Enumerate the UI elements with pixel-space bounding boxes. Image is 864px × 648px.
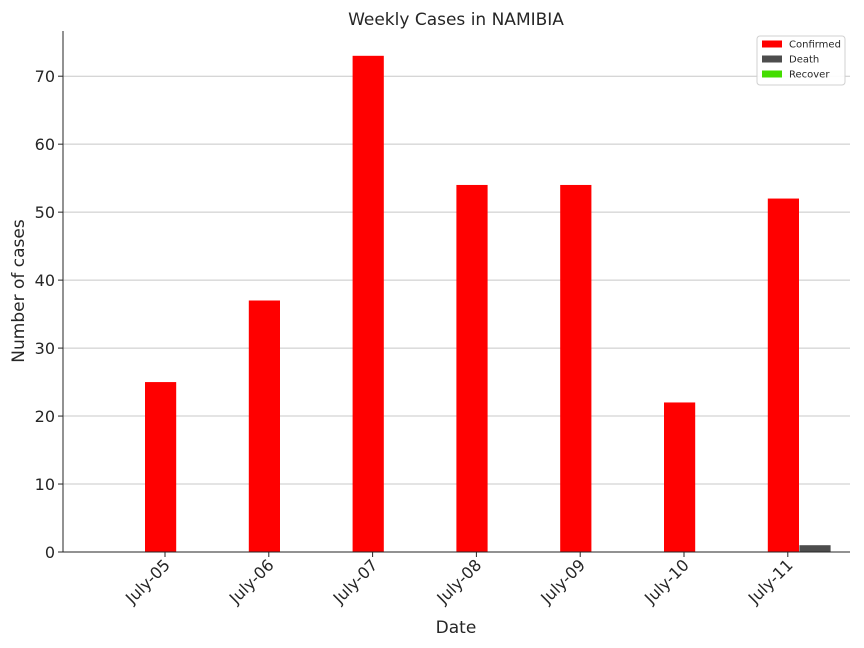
y-tick-label: 20	[35, 407, 55, 426]
x-tick-label: July-06	[225, 555, 278, 608]
bar-confirmed-july-08	[456, 184, 488, 552]
chart-title: Weekly Cases in NAMIBIA	[348, 10, 564, 30]
bars	[145, 55, 831, 553]
legend-label: Recover	[789, 70, 830, 81]
x-tick-label: July-11	[744, 555, 797, 608]
y-axis-title: Number of cases	[9, 219, 29, 363]
legend-swatch-recover	[762, 70, 782, 78]
legend-swatch-death	[762, 55, 782, 63]
y-tick-label: 40	[35, 271, 55, 290]
bar-death-july-11	[799, 545, 831, 552]
bar-confirmed-july-06	[248, 300, 280, 552]
legend-swatch-confirmed	[762, 40, 782, 48]
bar-confirmed-july-11	[767, 198, 799, 552]
x-tick-label: July-09	[536, 555, 589, 608]
x-tick-label: July-07	[329, 555, 382, 608]
bar-confirmed-july-05	[145, 382, 177, 552]
legend: Confirmed Death Recover	[756, 35, 846, 86]
legend-label: Death	[789, 55, 819, 66]
bar-confirmed-july-07	[352, 55, 384, 553]
bar-confirmed-july-10	[664, 402, 696, 552]
x-tick-label: July-05	[121, 555, 174, 608]
y-tick-label: 30	[35, 339, 55, 358]
x-axis-title: Date	[436, 618, 477, 638]
y-ticks: 0 10 20 30 40 50 60 70	[35, 67, 63, 562]
legend-label: Confirmed	[789, 40, 841, 51]
y-tick-label: 0	[45, 543, 55, 562]
bar-confirmed-july-09	[560, 184, 592, 552]
y-tick-label: 10	[35, 475, 55, 494]
y-tick-label: 50	[35, 203, 55, 222]
x-tick-label: July-10	[640, 555, 693, 608]
y-tick-label: 60	[35, 135, 55, 154]
x-tick-label: July-08	[432, 555, 485, 608]
x-ticks: July-05 July-06 July-07 July-08 July-09 July-…	[121, 552, 797, 608]
y-tick-label: 70	[35, 67, 55, 86]
